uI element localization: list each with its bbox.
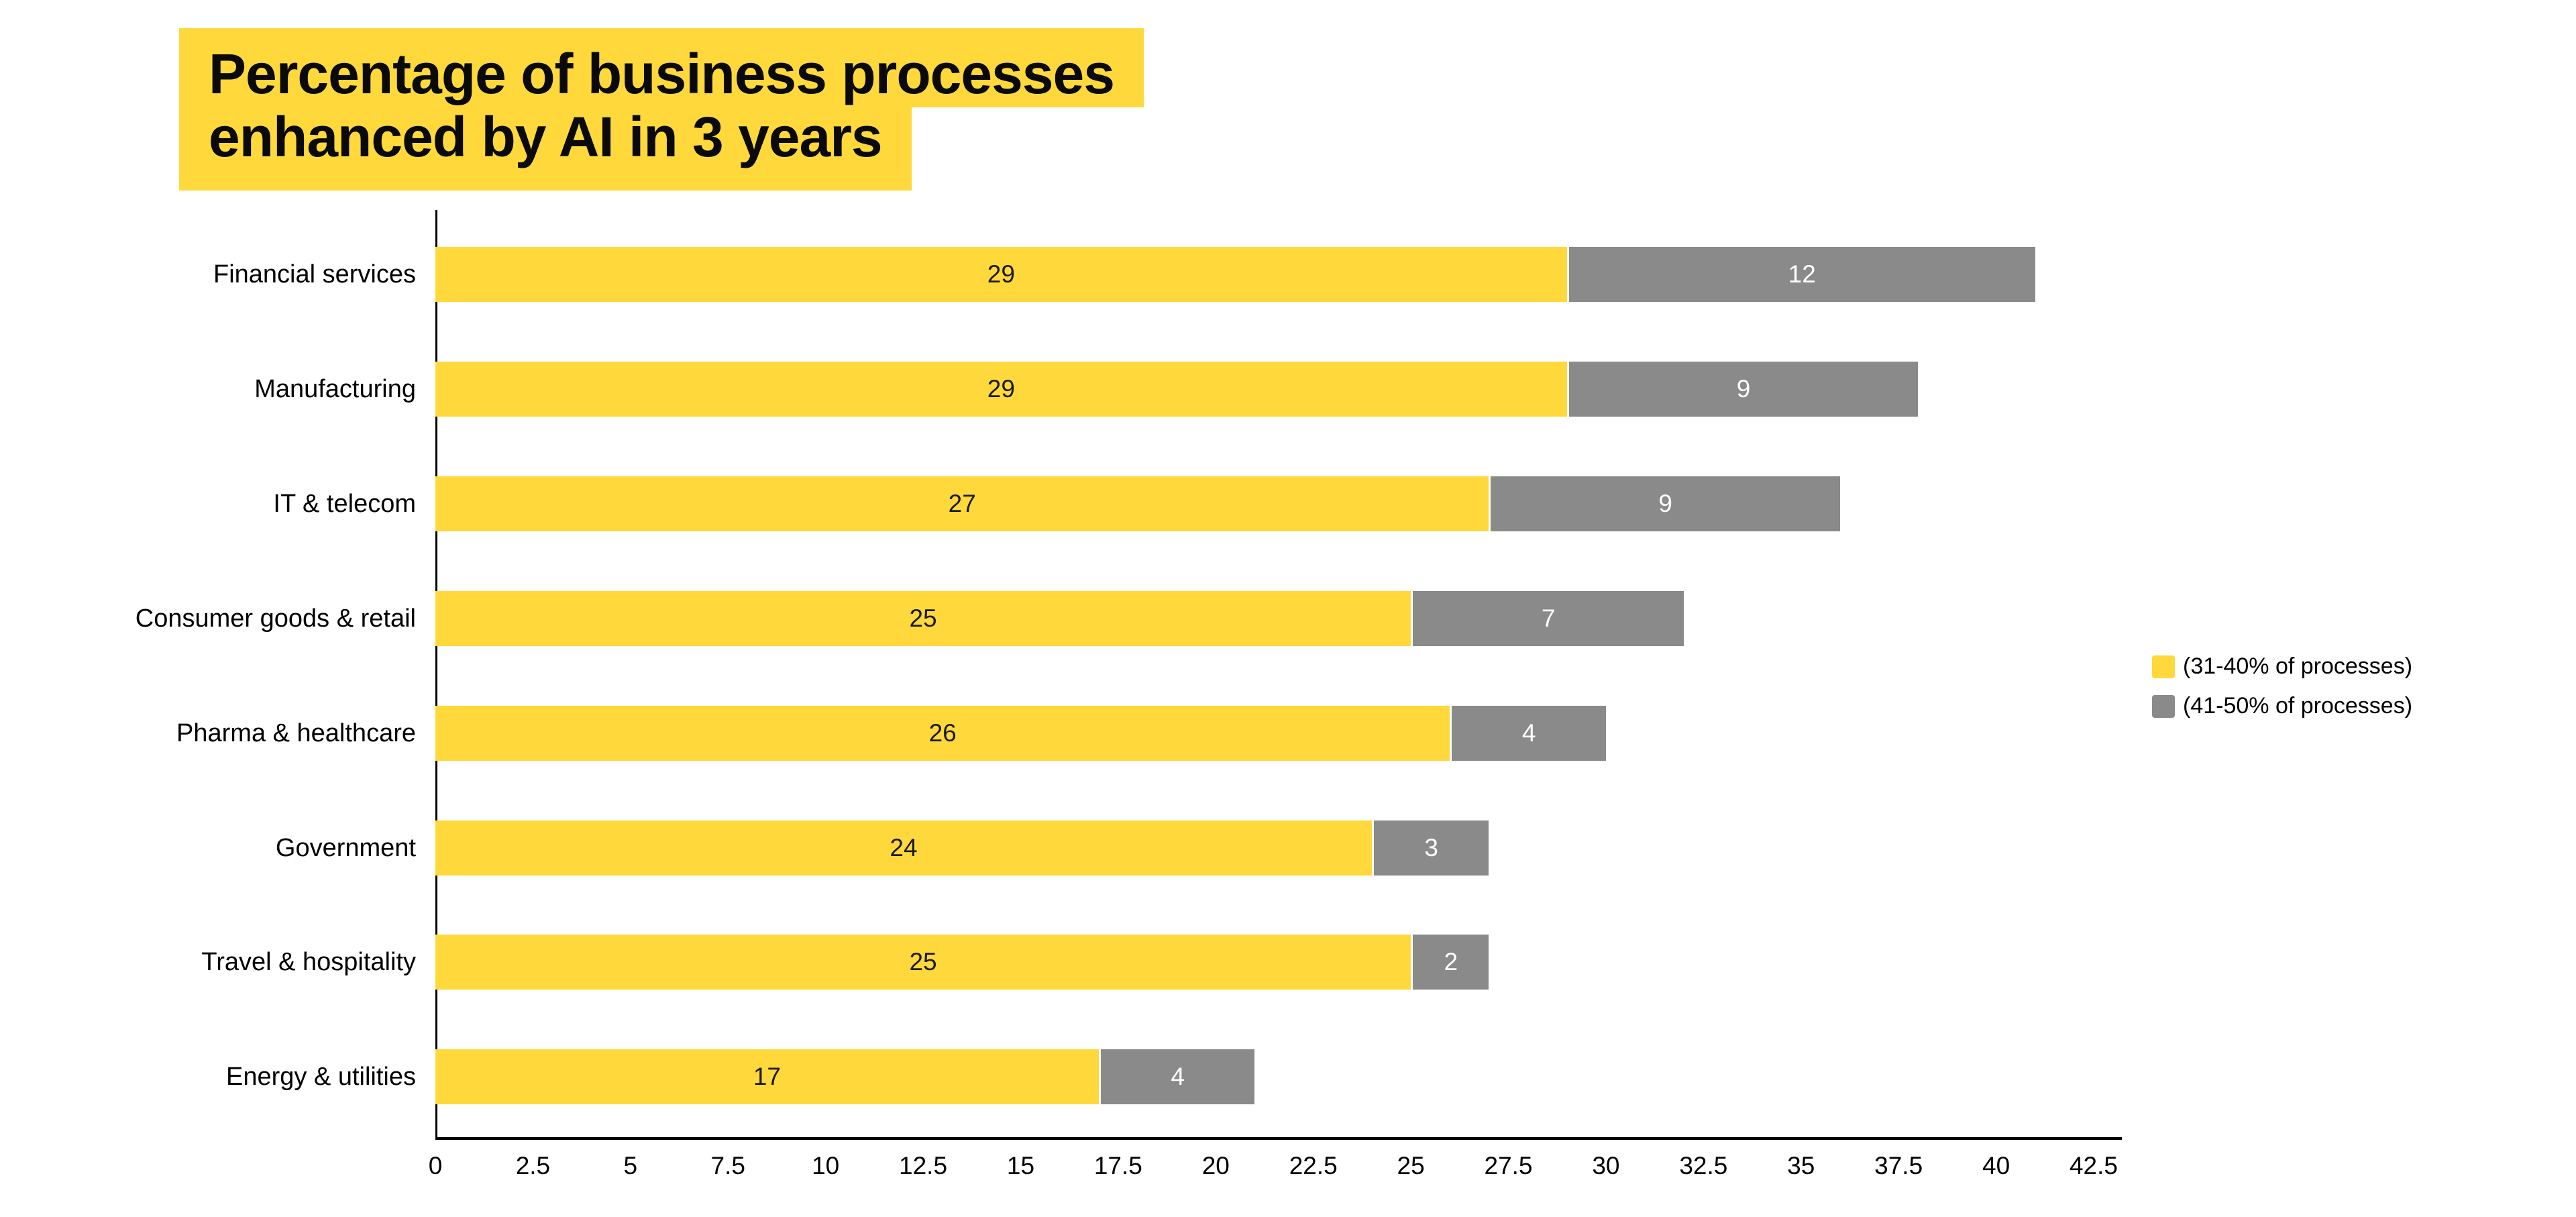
x-axis-tick-label: 27.5 [1484,1152,1533,1179]
x-axis-tick-label: 0 [428,1152,443,1179]
bar-segment-41-50: 4 [1450,706,1606,761]
x-axis-tick-label: 15 [1006,1152,1035,1179]
x-axis-tick-label: 2.5 [515,1152,551,1179]
category-label: IT & telecom [273,489,416,518]
category-label: Financial services [213,260,416,288]
bar-segment-41-50: 12 [1566,247,2035,302]
bar-row: Pharma & healthcare 26 4 [0,706,2576,761]
bar-row: Financial services 29 12 [0,247,2576,302]
x-axis-tick-label: 30 [1592,1152,1620,1179]
category-label: Pharma & healthcare [176,719,416,747]
legend-swatch-yellow [2152,655,2175,678]
x-axis-tick-label: 25 [1397,1152,1425,1179]
bar-row: Consumer goods & retail 25 7 [0,591,2576,646]
bar-segment-41-50: 9 [1566,362,1919,417]
x-axis-tick-label: 7.5 [710,1152,745,1179]
bar-segment-31-40: 25 [435,591,1411,646]
bar-segment-31-40: 27 [435,476,1489,531]
bar-segment-31-40: 29 [435,247,1567,302]
bar-row: Government 24 3 [0,821,2576,876]
legend-label-gray: (41-50% of processes) [2183,693,2413,719]
bar-segment-31-40: 24 [435,821,1372,876]
bar-segment-41-50: 4 [1098,1049,1255,1104]
x-axis-tick-label: 12.5 [899,1152,948,1179]
x-axis-tick-label: 40 [1982,1152,2010,1179]
legend-swatch-gray [2152,694,2175,718]
chart-title-line-2: enhanced by AI in 3 years [179,107,912,191]
bar-row: Travel & hospitality 25 2 [0,935,2576,990]
bar-row: IT & telecom 27 9 [0,476,2576,531]
legend-item-yellow: (31-40% of processes) [2152,653,2412,680]
bar-row: Manufacturing 29 9 [0,362,2576,417]
x-axis-tick-label: 37.5 [1874,1152,1923,1179]
legend: (31-40% of processes) (41-50% of process… [2152,653,2412,733]
bar-row: Energy & utilities 17 4 [0,1049,2576,1104]
bar-segment-31-40: 26 [435,706,1450,761]
bar-segment-31-40: 25 [435,935,1411,990]
legend-label-yellow: (31-40% of processes) [2183,653,2413,679]
chart-title: Percentage of business processes enhance… [179,28,1144,191]
y-axis-line [435,210,437,1138]
category-label: Government [275,833,416,862]
x-axis-tick-label: 17.5 [1093,1152,1142,1179]
category-label: Energy & utilities [225,1062,416,1091]
category-label: Consumer goods & retail [135,604,416,633]
x-axis-tick-label: 22.5 [1289,1152,1338,1179]
x-axis-line [435,1137,2122,1140]
x-axis-tick-label: 10 [812,1152,840,1179]
bar-segment-41-50: 9 [1489,476,1840,531]
chart-title-line-1: Percentage of business processes [179,28,1144,107]
x-axis-tick-label: 35 [1787,1152,1815,1179]
bar-segment-41-50: 2 [1411,935,1489,990]
bar-segment-31-40: 17 [435,1049,1099,1104]
x-axis-tick-label: 5 [623,1152,638,1179]
bar-segment-41-50: 7 [1411,591,1684,646]
bar-segment-41-50: 3 [1371,821,1489,876]
category-label: Manufacturing [254,374,416,403]
category-label: Travel & hospitality [201,947,416,976]
x-axis-tick-label: 42.5 [2069,1152,2118,1179]
legend-item-gray: (41-50% of processes) [2152,693,2412,719]
bar-segment-31-40: 29 [435,362,1567,417]
x-axis-tick-label: 20 [1201,1152,1230,1179]
x-axis-tick-label: 32.5 [1679,1152,1728,1179]
